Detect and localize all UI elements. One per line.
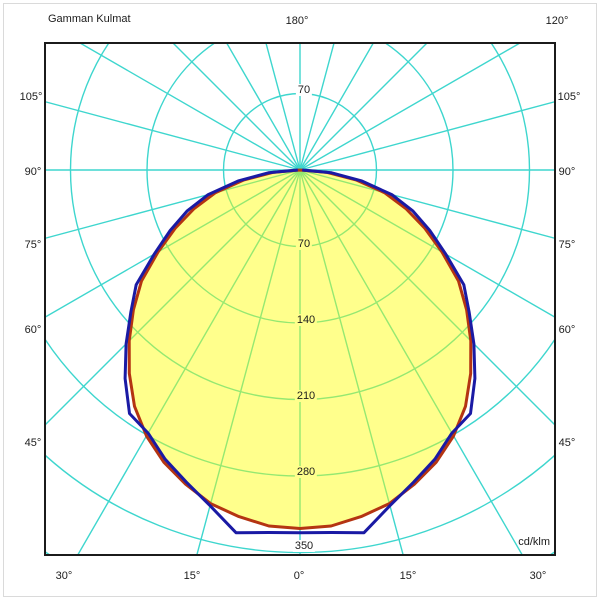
angle-label-right: 75° (558, 239, 576, 251)
angle-label-right: 105° (557, 91, 581, 103)
angle-label-bottom: 15° (183, 570, 201, 582)
polar-ray (299, 43, 375, 171)
polar-ray (265, 43, 301, 171)
plot-border (44, 42, 556, 556)
red-curve (127, 168, 473, 530)
angle-label-right: 45° (558, 437, 576, 449)
ring-value-label: 70 (295, 238, 313, 250)
angle-label-right: 60° (558, 324, 576, 336)
polar-ray (299, 169, 555, 426)
ring-value-label: 280 (294, 466, 318, 478)
angle-label-bottom: 15° (399, 570, 417, 582)
ring-value-label: 140 (294, 314, 318, 326)
angle-label-top: 180° (285, 15, 309, 27)
distribution-fill (129, 170, 471, 529)
angle-label-left: 45° (24, 437, 42, 449)
polar-ray (299, 169, 404, 555)
polar-ray (45, 100, 301, 171)
angle-label-top: 120° (545, 15, 569, 27)
polar-ray (225, 43, 301, 171)
angle-label-bottom: 30° (55, 570, 73, 582)
polar-ray (299, 43, 428, 171)
polar-ray (299, 169, 555, 319)
polar-ray (78, 43, 301, 171)
blue-curve (123, 168, 477, 535)
angle-label-left: 105° (19, 91, 43, 103)
polar-ray (299, 169, 555, 240)
polar-ray (299, 43, 522, 171)
polar-ray (45, 169, 301, 240)
angle-label-left: 90° (24, 166, 42, 178)
polar-ray (172, 43, 301, 171)
ring-value-label: 70 (295, 84, 313, 96)
angle-label-bottom: 30° (529, 570, 547, 582)
polar-ray (299, 169, 524, 555)
ring-value-label: 210 (294, 390, 318, 402)
polar-ray (45, 169, 301, 426)
angle-label-right: 90° (558, 166, 576, 178)
polar-ray (45, 169, 301, 319)
polar-ray (299, 100, 555, 171)
angle-label-left: 75° (24, 239, 42, 251)
angle-label-bottom: 0° (293, 570, 305, 582)
polar-ray (196, 169, 301, 555)
angle-label-left: 60° (24, 324, 42, 336)
unit-label: cd/klm (518, 536, 550, 548)
ring-value-label: 350 (292, 540, 316, 552)
polar-ray (76, 169, 301, 555)
polar-ray (299, 43, 335, 171)
chart-title: Gamman Kulmat (48, 13, 131, 25)
